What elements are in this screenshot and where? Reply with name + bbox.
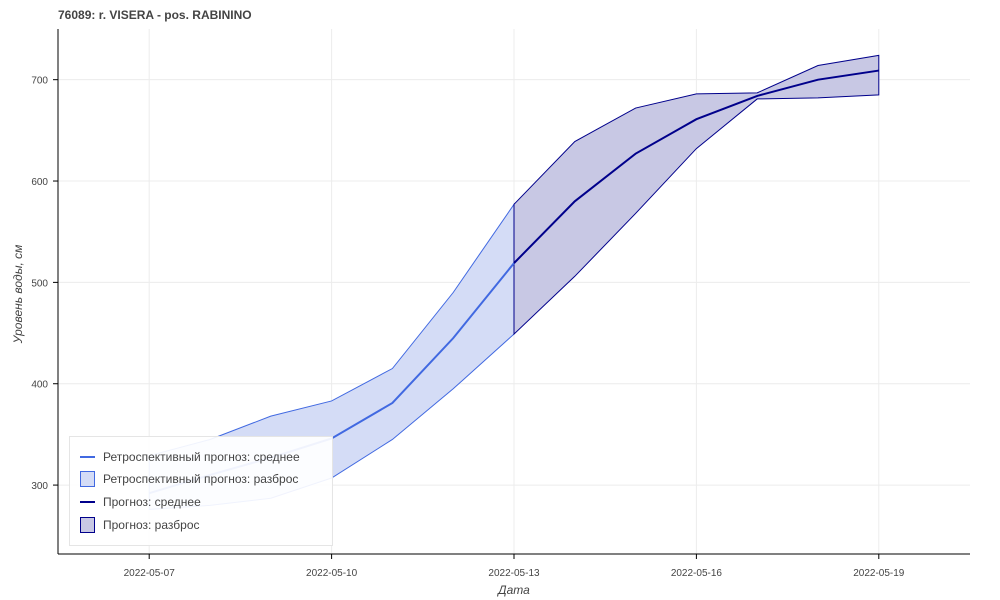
legend: Ретроспективный прогноз: среднее Ретросп… xyxy=(69,436,333,546)
chart-title: 76089: r. VISERA - pos. RABININO xyxy=(58,8,252,22)
y-axis-label: Уровень воды, см xyxy=(11,245,25,345)
legend-label: Прогноз: среднее xyxy=(103,495,201,509)
x-tick-label: 2022-05-19 xyxy=(853,568,905,579)
forecast-mean-line xyxy=(513,69,879,264)
legend-item-forecast-mean[interactable]: Прогноз: среднее xyxy=(80,492,201,512)
y-tick-label: 600 xyxy=(31,177,48,188)
y-tick-label: 500 xyxy=(31,278,48,289)
x-tick-label: 2022-05-16 xyxy=(671,568,723,579)
legend-label: Ретроспективный прогноз: разброс xyxy=(103,472,299,486)
legend-label: Ретроспективный прогноз: среднее xyxy=(103,450,300,464)
grid xyxy=(58,29,970,554)
y-tick-label: 300 xyxy=(31,481,48,492)
y-tick-label: 400 xyxy=(31,380,48,391)
legend-swatch-forecast-mean xyxy=(80,501,95,503)
x-axis-label: Дата xyxy=(496,583,530,597)
ticks: 2022-05-07 2022-05-10 2022-05-13 2022-05-16… xyxy=(31,76,905,579)
legend-item-retro-mean[interactable]: Ретроспективный прогноз: среднее xyxy=(80,447,300,467)
y-tick-label: 700 xyxy=(31,76,48,87)
forecast-range-band xyxy=(513,54,880,336)
legend-item-retro-range[interactable]: Ретроспективный прогноз: разброс xyxy=(80,469,298,489)
x-tick-label: 2022-05-07 xyxy=(124,568,176,579)
legend-swatch-forecast-range xyxy=(80,517,95,533)
x-tick-label: 2022-05-10 xyxy=(306,568,358,579)
legend-swatch-retro-mean xyxy=(80,456,95,458)
legend-swatch-retro-range xyxy=(80,471,95,487)
x-tick-label: 2022-05-13 xyxy=(488,568,540,579)
legend-item-forecast-range[interactable]: Прогноз: разброс xyxy=(80,515,200,535)
legend-label: Прогноз: разброс xyxy=(103,518,200,532)
